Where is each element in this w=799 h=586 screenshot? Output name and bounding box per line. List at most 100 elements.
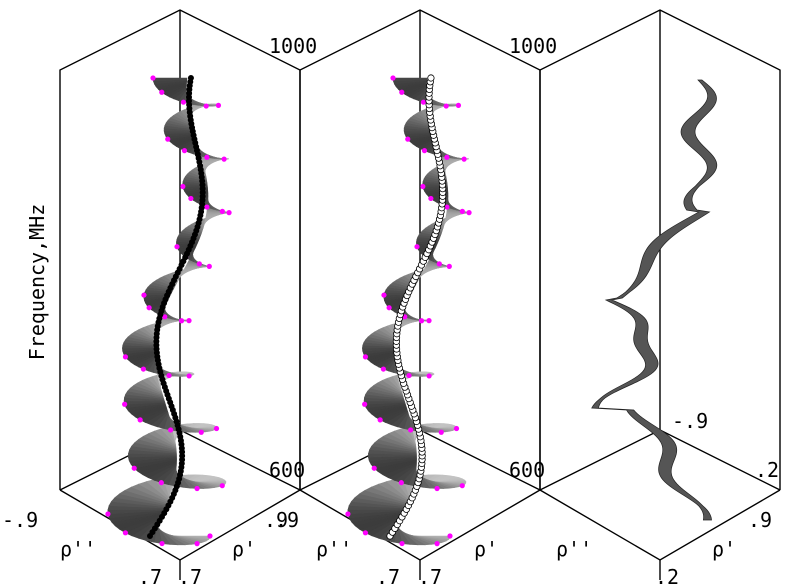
edge-marker bbox=[420, 183, 426, 190]
panel-3-y-tick-low: -.9 bbox=[672, 409, 708, 433]
panel-2-x-tick-low: .7 bbox=[418, 565, 442, 586]
edge-marker bbox=[362, 401, 368, 407]
edge-marker bbox=[381, 292, 387, 298]
panel-1: 1000 600 -.9 ρ'' .7 .7 ρ' .9 bbox=[2, 9, 317, 586]
panel-3-x-tick-high: .9 bbox=[748, 508, 772, 532]
edge-marker bbox=[380, 366, 387, 372]
edge-marker bbox=[418, 318, 425, 324]
edge-marker bbox=[140, 366, 147, 372]
edge-marker bbox=[213, 425, 220, 432]
panel-2-locus-points bbox=[386, 74, 447, 540]
edge-marker bbox=[174, 244, 180, 250]
edge-marker bbox=[122, 401, 128, 407]
edge-marker bbox=[162, 314, 168, 320]
panel-1-x-tick-high: .9 bbox=[264, 508, 288, 532]
edge-marker bbox=[406, 372, 412, 379]
panel-2-x-tick-high: .9 bbox=[275, 508, 299, 532]
panel-2-surface bbox=[347, 77, 470, 546]
edge-marker bbox=[180, 99, 187, 105]
edge-marker bbox=[181, 148, 188, 154]
panel-3-y-axis-label: ρ'' bbox=[556, 537, 592, 561]
edge-marker bbox=[459, 208, 465, 214]
panel-1-locus-points bbox=[146, 75, 206, 540]
edge-marker bbox=[131, 465, 137, 471]
edge-marker bbox=[426, 318, 432, 324]
panel-1-z-top-label: 1000 bbox=[269, 34, 317, 58]
panel-3-x-tick-low: .2 bbox=[655, 565, 679, 586]
panel-3: -.9 ρ'' .2 .2 ρ' .9 bbox=[539, 9, 781, 586]
edge-marker bbox=[390, 75, 396, 81]
edge-marker bbox=[226, 210, 232, 216]
edge-marker bbox=[165, 136, 171, 142]
panel-1-y-axis-label: ρ'' bbox=[60, 537, 96, 561]
edge-marker bbox=[188, 195, 194, 202]
panel-3-x-axis-label: ρ' bbox=[712, 537, 736, 561]
edge-marker bbox=[444, 154, 450, 160]
edge-marker bbox=[158, 480, 164, 486]
edge-marker bbox=[371, 465, 377, 471]
edge-marker bbox=[434, 541, 440, 547]
edge-marker bbox=[428, 195, 434, 202]
edge-marker bbox=[362, 354, 369, 360]
edge-marker bbox=[444, 204, 450, 210]
edge-marker bbox=[203, 103, 209, 109]
panel-2-z-top-label: 1000 bbox=[509, 34, 557, 58]
edge-marker bbox=[459, 483, 465, 489]
panel-1-y-tick-low: -.9 bbox=[2, 508, 38, 532]
edge-marker bbox=[105, 511, 111, 517]
edge-marker bbox=[186, 318, 192, 324]
panel-2: 1000 600 ρ'' .7 .7 ρ' .9 bbox=[275, 9, 557, 586]
edge-marker bbox=[446, 263, 452, 269]
locus-point bbox=[427, 74, 435, 82]
edge-marker bbox=[420, 99, 427, 105]
edge-marker bbox=[137, 417, 143, 423]
edge-marker bbox=[447, 533, 453, 539]
edge-marker bbox=[207, 533, 213, 539]
edge-marker bbox=[377, 417, 383, 423]
panel-1-x-axis-label: ρ' bbox=[232, 537, 256, 561]
edge-marker bbox=[204, 204, 210, 210]
panel-1-z-bottom-label: 600 bbox=[269, 458, 305, 482]
edge-marker bbox=[219, 208, 225, 214]
panel-2-y-tick-high: .7 bbox=[376, 565, 400, 586]
edge-marker bbox=[196, 261, 202, 267]
edge-marker bbox=[362, 530, 369, 536]
edge-marker bbox=[122, 530, 129, 536]
panel-2-x-axis-label: ρ' bbox=[474, 537, 498, 561]
edge-marker bbox=[168, 427, 174, 433]
panel-1-surface bbox=[107, 77, 230, 546]
locus-point bbox=[187, 75, 194, 82]
edge-marker bbox=[198, 429, 204, 435]
panel-3-y-tick-high: .2 bbox=[755, 458, 779, 482]
edge-marker bbox=[434, 485, 440, 492]
edge-marker bbox=[141, 292, 147, 298]
edge-marker bbox=[453, 425, 460, 432]
edge-marker bbox=[414, 244, 420, 250]
panel-1-x-tick-low: .7 bbox=[178, 565, 202, 586]
panel-1-y-tick-high: .7 bbox=[138, 565, 162, 586]
edge-marker bbox=[443, 103, 449, 109]
edge-marker bbox=[194, 485, 200, 492]
edge-marker bbox=[159, 540, 165, 547]
edge-marker bbox=[466, 210, 472, 216]
edge-marker bbox=[399, 540, 405, 547]
edge-marker bbox=[455, 102, 462, 108]
edge-marker bbox=[186, 373, 192, 379]
edge-marker bbox=[426, 373, 432, 379]
edge-marker bbox=[221, 156, 227, 162]
edge-marker bbox=[345, 511, 351, 517]
edge-marker bbox=[438, 429, 444, 435]
edge-marker bbox=[436, 261, 442, 267]
edge-marker bbox=[159, 89, 165, 95]
edge-marker bbox=[122, 354, 129, 360]
edge-marker bbox=[178, 318, 185, 324]
edge-marker bbox=[206, 263, 212, 269]
panel-3-band bbox=[591, 79, 718, 521]
edge-marker bbox=[405, 136, 411, 142]
edge-marker bbox=[398, 480, 404, 486]
edge-marker bbox=[421, 148, 428, 154]
edge-marker bbox=[194, 541, 200, 547]
edge-marker bbox=[146, 305, 152, 311]
edge-marker bbox=[386, 305, 392, 311]
